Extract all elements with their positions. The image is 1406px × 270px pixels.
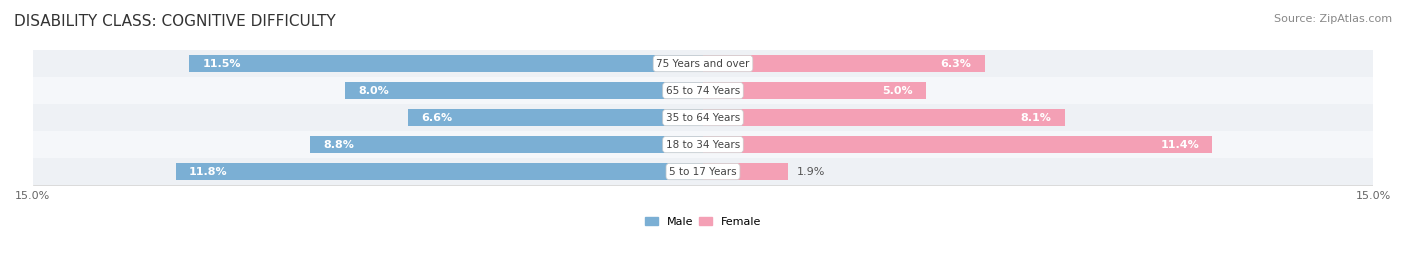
Bar bbox=[32, 104, 1374, 131]
Text: 65 to 74 Years: 65 to 74 Years bbox=[666, 86, 740, 96]
Legend: Male, Female: Male, Female bbox=[640, 212, 766, 231]
Bar bbox=[703, 163, 787, 180]
Bar bbox=[703, 109, 1064, 126]
Bar bbox=[703, 55, 984, 72]
Bar bbox=[176, 163, 703, 180]
Text: 18 to 34 Years: 18 to 34 Years bbox=[666, 140, 740, 150]
Text: 5 to 17 Years: 5 to 17 Years bbox=[669, 167, 737, 177]
Text: 35 to 64 Years: 35 to 64 Years bbox=[666, 113, 740, 123]
Text: 11.8%: 11.8% bbox=[188, 167, 228, 177]
Text: 5.0%: 5.0% bbox=[883, 86, 912, 96]
Text: 1.9%: 1.9% bbox=[797, 167, 825, 177]
Text: 6.3%: 6.3% bbox=[941, 59, 972, 69]
Text: 6.6%: 6.6% bbox=[422, 113, 453, 123]
Text: 11.4%: 11.4% bbox=[1160, 140, 1199, 150]
Text: 11.5%: 11.5% bbox=[202, 59, 240, 69]
Bar bbox=[188, 55, 703, 72]
Bar bbox=[346, 82, 703, 99]
Text: Source: ZipAtlas.com: Source: ZipAtlas.com bbox=[1274, 14, 1392, 23]
Bar bbox=[32, 158, 1374, 185]
Bar bbox=[309, 136, 703, 153]
Bar bbox=[32, 77, 1374, 104]
Text: 8.1%: 8.1% bbox=[1021, 113, 1052, 123]
Bar bbox=[703, 136, 1212, 153]
Bar bbox=[32, 50, 1374, 77]
Text: 8.0%: 8.0% bbox=[359, 86, 389, 96]
Bar bbox=[703, 82, 927, 99]
Text: DISABILITY CLASS: COGNITIVE DIFFICULTY: DISABILITY CLASS: COGNITIVE DIFFICULTY bbox=[14, 14, 336, 29]
Bar bbox=[32, 131, 1374, 158]
Text: 8.8%: 8.8% bbox=[323, 140, 354, 150]
Text: 75 Years and over: 75 Years and over bbox=[657, 59, 749, 69]
Bar bbox=[408, 109, 703, 126]
